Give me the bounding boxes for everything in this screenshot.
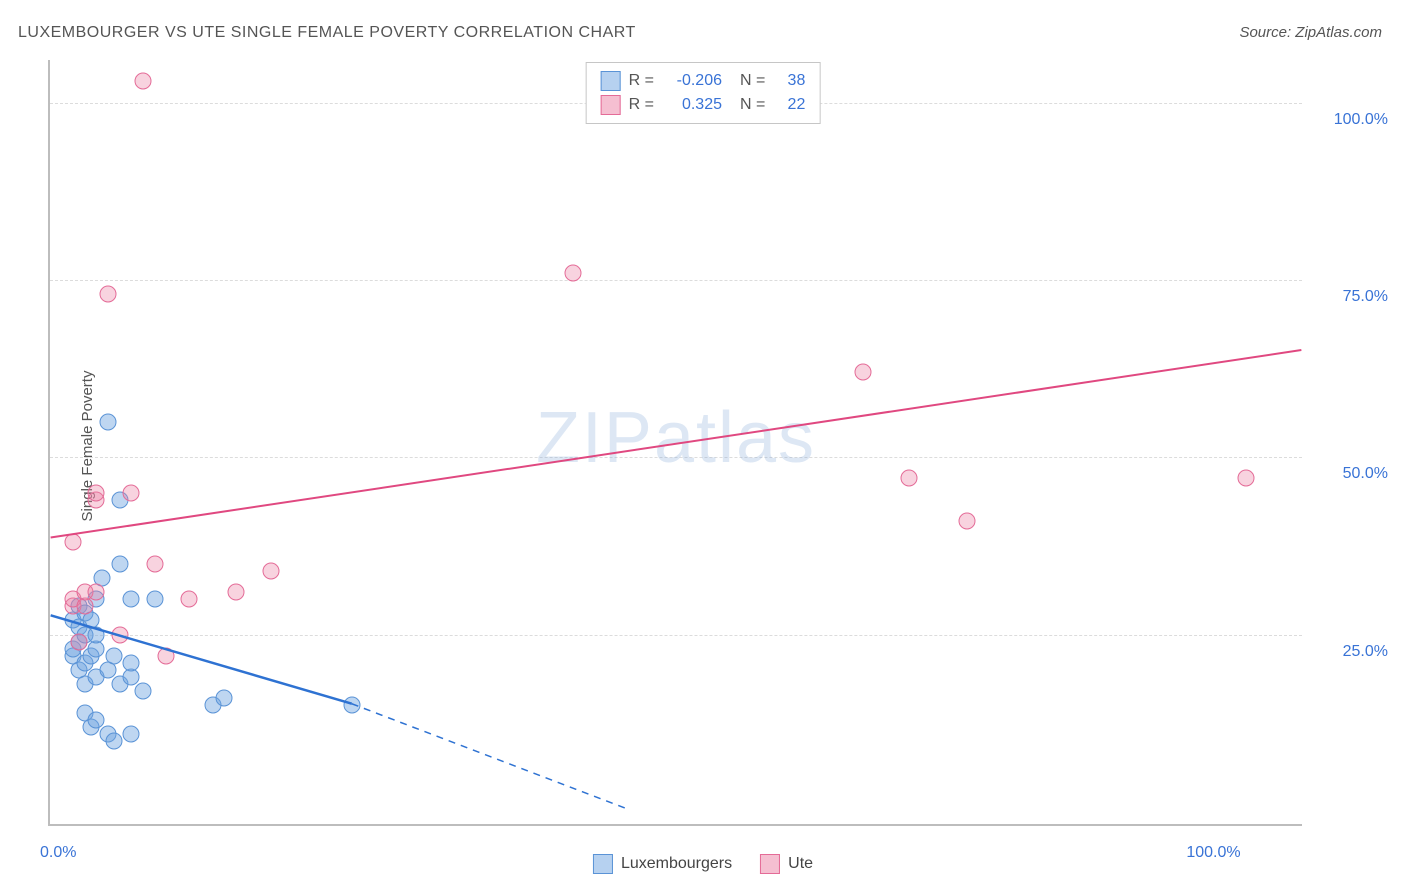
stats-row: R = -0.206 N = 38 xyxy=(601,69,806,93)
ute-point xyxy=(111,626,128,643)
ute-point xyxy=(71,633,88,650)
stat-r-label: R = xyxy=(629,93,654,117)
pink-swatch-icon xyxy=(760,854,780,874)
ute-point xyxy=(181,591,198,608)
lux-point xyxy=(146,591,163,608)
lux-point xyxy=(100,413,117,430)
ute-point xyxy=(88,583,105,600)
ute-point xyxy=(100,286,117,303)
ute-point xyxy=(564,264,581,281)
stat-n-value: 38 xyxy=(773,69,805,93)
lux-point xyxy=(134,683,151,700)
ute-point xyxy=(262,562,279,579)
y-tick-label: 25.0% xyxy=(1343,643,1388,661)
lux-point xyxy=(88,711,105,728)
stat-n-label: N = xyxy=(740,93,765,117)
lux-point xyxy=(123,654,140,671)
blue-swatch-icon xyxy=(593,854,613,874)
legend-label: Luxembourgers xyxy=(621,855,732,873)
gridline xyxy=(50,635,1302,636)
stat-r-label: R = xyxy=(629,69,654,93)
plot-area: ZIPatlas 25.0%50.0%75.0%100.0%0.0%100.0% xyxy=(48,60,1302,826)
ute-point xyxy=(88,484,105,501)
stat-r-value: 0.325 xyxy=(662,93,722,117)
y-tick-label: 100.0% xyxy=(1334,111,1388,129)
lux-point xyxy=(105,647,122,664)
stat-n-value: 22 xyxy=(773,93,805,117)
lux-point xyxy=(123,725,140,742)
chart-title: LUXEMBOURGER VS UTE SINGLE FEMALE POVERT… xyxy=(18,24,636,42)
ute-point xyxy=(901,470,918,487)
correlation-stats-box: R = -0.206 N = 38 R = 0.325 N = 22 xyxy=(586,62,821,124)
pink-swatch-icon xyxy=(601,95,621,115)
chart-container: LUXEMBOURGER VS UTE SINGLE FEMALE POVERT… xyxy=(0,0,1406,892)
lux-point xyxy=(105,732,122,749)
legend-item: Ute xyxy=(760,854,813,874)
lux-point xyxy=(343,697,360,714)
x-tick-label: 100.0% xyxy=(1186,844,1240,862)
ute-point xyxy=(123,484,140,501)
ute-point xyxy=(1237,470,1254,487)
gridline xyxy=(50,280,1302,281)
y-tick-label: 50.0% xyxy=(1343,465,1388,483)
ute-point xyxy=(854,364,871,381)
lux-point xyxy=(123,591,140,608)
ute-point xyxy=(134,73,151,90)
ute-point xyxy=(227,583,244,600)
x-axis-legend: Luxembourgers Ute xyxy=(593,854,813,874)
ute-point xyxy=(158,647,175,664)
source-attribution: Source: ZipAtlas.com xyxy=(1239,24,1382,41)
legend-label: Ute xyxy=(788,855,813,873)
blue-swatch-icon xyxy=(601,71,621,91)
x-tick-label: 0.0% xyxy=(40,844,76,862)
ute-point xyxy=(959,513,976,530)
stat-r-value: -0.206 xyxy=(662,69,722,93)
gridline xyxy=(50,457,1302,458)
stats-row: R = 0.325 N = 22 xyxy=(601,93,806,117)
lux-point xyxy=(216,690,233,707)
lux-point xyxy=(88,626,105,643)
y-tick-label: 75.0% xyxy=(1343,288,1388,306)
trend-lines-layer xyxy=(50,60,1302,824)
ute-point xyxy=(65,534,82,551)
ute-point xyxy=(146,555,163,572)
lux-point xyxy=(111,555,128,572)
watermark: ZIPatlas xyxy=(536,397,816,479)
legend-item: Luxembourgers xyxy=(593,854,732,874)
stat-n-label: N = xyxy=(740,69,765,93)
